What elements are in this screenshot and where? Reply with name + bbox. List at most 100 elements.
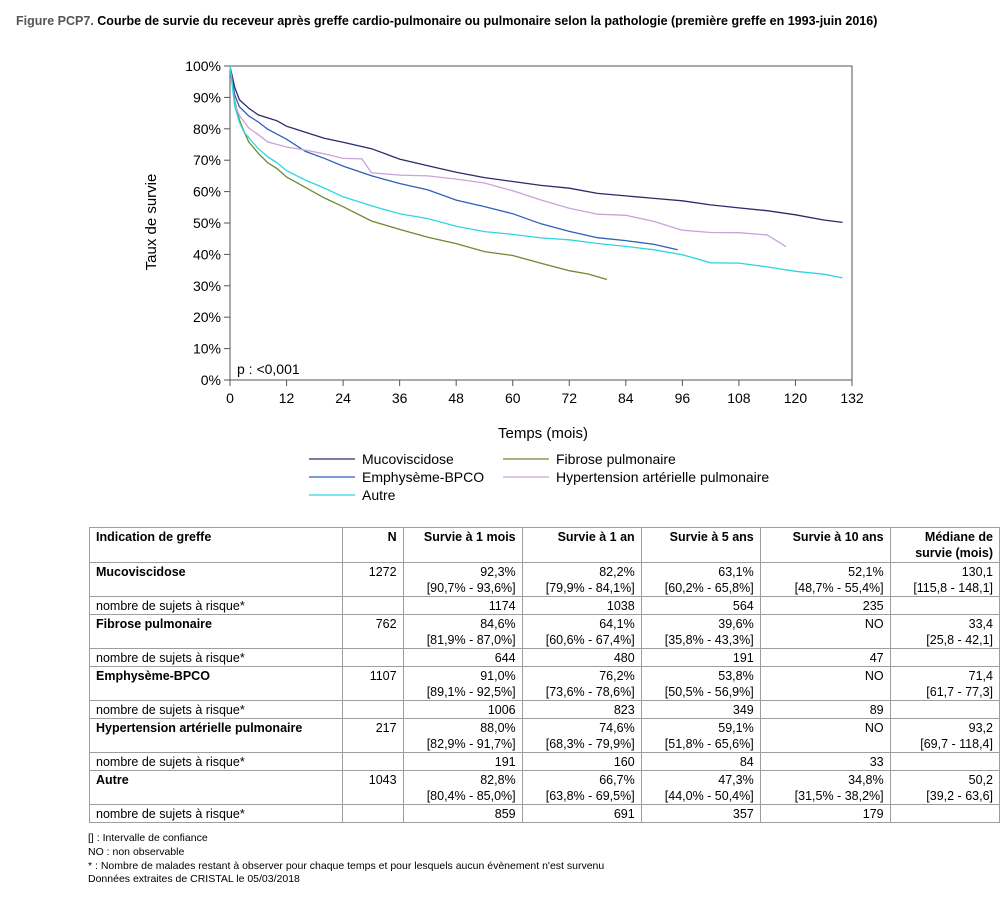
legend-label-fibrose-pulmonaire: Fibrose pulmonaire: [556, 451, 676, 467]
table-header-cell: Survie à 10 ans: [759, 527, 891, 563]
note-ci: [] : Intervalle de confiance: [88, 832, 208, 844]
survival-cell-ci: [44,0% - 50,4%]: [664, 789, 754, 803]
survival-cell: 92,3% [90,7% - 93,6%]: [402, 562, 523, 597]
at-risk-label: nombre de sujets à risque*: [89, 804, 343, 823]
at-risk-n-empty: [341, 804, 404, 823]
x-axis: 0 12 24 36 48 60 72 84 96 108 120 132: [226, 380, 864, 406]
survival-cell-ci: [80,4% - 85,0%]: [426, 789, 516, 803]
survival-cell-value: NO: [864, 721, 884, 735]
at-risk-value: 89: [759, 700, 891, 719]
at-risk-n-empty: [341, 596, 404, 615]
survival-cell-ci: [50,5% - 56,9%]: [664, 685, 754, 699]
y-tick-label: 10%: [193, 341, 221, 357]
at-risk-value: 47: [759, 648, 891, 667]
survival-cell-value: 82,2%: [599, 565, 635, 579]
at-risk-value: 691: [521, 804, 642, 823]
table-header-cell: Survie à 1 mois: [402, 527, 523, 563]
table-row: Fibrose pulmonaire 762 84,6% [81,9% - 87,0%…: [89, 614, 1000, 649]
survival-cell: NO: [759, 666, 891, 701]
n-value: 1107: [341, 666, 404, 701]
survival-cell-ci: [39,2 - 63,6]: [926, 789, 993, 803]
survival-cell-ci: [60,6% - 67,4%]: [545, 633, 635, 647]
survival-cell-ci: [63,8% - 69,5%]: [545, 789, 635, 803]
survival-cell: 66,7% [63,8% - 69,5%]: [521, 770, 642, 805]
survival-cell: 93,2 [69,7 - 118,4]: [889, 718, 1000, 753]
at-risk-value: 179: [759, 804, 891, 823]
survival-cell-ci: [48,7% - 55,4%]: [794, 581, 884, 595]
at-risk-value: 1038: [521, 596, 642, 615]
at-risk-value: 564: [640, 596, 761, 615]
y-tick-label: 60%: [193, 184, 221, 200]
footnotes: [] : Intervalle de confiance NO : non ob…: [88, 832, 604, 887]
survival-chart: 0% 10% 20% 30% 40% 50% 60% 70% 80% 90% 100% 0 12 24 3…: [143, 58, 864, 503]
y-axis: 0% 10% 20% 30% 40% 50% 60% 70% 80% 90% 100%: [185, 58, 230, 388]
at-risk-value: 1174: [402, 596, 523, 615]
survival-cell: 82,2% [79,9% - 84,1%]: [521, 562, 642, 597]
indication-name: Mucoviscidose: [89, 562, 343, 597]
figure-title-text: Courbe de survie du receveur après greff…: [97, 14, 878, 28]
table-header-cell: N: [341, 527, 404, 563]
survival-cell: 53,8% [50,5% - 56,9%]: [640, 666, 761, 701]
at-risk-value: 84: [640, 752, 761, 771]
at-risk-value: 191: [640, 648, 761, 667]
survival-cell: 88,0% [82,9% - 91,7%]: [402, 718, 523, 753]
y-tick-label: 50%: [193, 215, 221, 231]
legend-label-hypertension-arterielle-pulmonaire: Hypertension artérielle pulmonaire: [556, 469, 769, 485]
curve-autre: [229, 65, 843, 279]
survival-cell: 82,8% [80,4% - 85,0%]: [402, 770, 523, 805]
at-risk-row: nombre de sujets à risque* 859 691 357 179: [89, 804, 1000, 823]
survival-cell-ci: [35,8% - 43,3%]: [664, 633, 754, 647]
at-risk-row: nombre de sujets à risque* 1174 1038 564 235: [89, 596, 1000, 615]
survival-curves: [229, 65, 843, 281]
at-risk-value: 644: [402, 648, 523, 667]
at-risk-value: 859: [402, 804, 523, 823]
survival-cell: 91,0% [89,1% - 92,5%]: [402, 666, 523, 701]
indication-name: Emphysème-BPCO: [89, 666, 343, 701]
at-risk-row: nombre de sujets à risque* 191 160 84 33: [89, 752, 1000, 771]
at-risk-n-empty: [341, 700, 404, 719]
survival-cell-value: 34,8%: [848, 773, 884, 787]
at-risk-n-empty: [341, 648, 404, 667]
at-risk-median-empty: [889, 700, 1000, 719]
at-risk-median-empty: [889, 804, 1000, 823]
y-tick-label: 100%: [185, 58, 221, 74]
survival-cell-ci: [61,7 - 77,3]: [926, 685, 993, 699]
survival-cell-ci: [115,8 - 148,1]: [913, 581, 993, 595]
survival-cell: 47,3% [44,0% - 50,4%]: [640, 770, 761, 805]
survival-cell: 74,6% [68,3% - 79,9%]: [521, 718, 642, 753]
at-risk-value: 357: [640, 804, 761, 823]
survival-cell-value: 74,6%: [599, 721, 635, 735]
survival-cell-value: 71,4: [968, 669, 993, 683]
figure-label: Figure PCP7.: [16, 14, 94, 28]
table-header-cell: Survie à 5 ans: [640, 527, 761, 563]
table-header-cell: Survie à 1 an: [521, 527, 642, 563]
x-tick-label: 24: [335, 390, 351, 406]
survival-cell-ci: [90,7% - 93,6%]: [426, 581, 516, 595]
x-tick-label: 36: [392, 390, 408, 406]
curve-emphyseme-bpco: [229, 65, 678, 251]
at-risk-value: 235: [759, 596, 891, 615]
table-row: Hypertension artérielle pulmonaire 217 88,…: [89, 718, 1000, 753]
at-risk-value: 1006: [402, 700, 523, 719]
at-risk-median-empty: [889, 752, 1000, 771]
survival-cell: 59,1% [51,8% - 65,6%]: [640, 718, 761, 753]
legend-label-emphyseme-bpco: Emphysème-BPCO: [362, 469, 484, 485]
survival-cell-value: 92,3%: [480, 565, 516, 579]
survival-cell-value: 39,6%: [718, 617, 754, 631]
x-tick-label: 60: [505, 390, 521, 406]
note-at-risk: * : Nombre de malades restant à observer…: [88, 859, 605, 872]
curve-hypertension-arterielle-pulmonaire: [229, 65, 787, 248]
x-tick-label: 120: [784, 390, 808, 406]
at-risk-label: nombre de sujets à risque*: [89, 700, 343, 719]
survival-cell: 76,2% [73,6% - 78,6%]: [521, 666, 642, 701]
at-risk-value: 480: [521, 648, 642, 667]
survival-cell-ci: [767, 684, 884, 700]
note-source: Données extraites de CRISTAL le 05/03/20…: [88, 873, 300, 886]
y-axis-label: Taux de survie: [143, 174, 160, 271]
survival-cell: 39,6% [35,8% - 43,3%]: [640, 614, 761, 649]
survival-cell-value: 93,2: [968, 721, 993, 735]
survival-cell-value: 63,1%: [718, 565, 754, 579]
legend-label-mucoviscidose: Mucoviscidose: [362, 451, 454, 467]
at-risk-row: nombre de sujets à risque* 644 480 191 47: [89, 648, 1000, 667]
survival-cell-value: 50,2: [968, 773, 993, 787]
